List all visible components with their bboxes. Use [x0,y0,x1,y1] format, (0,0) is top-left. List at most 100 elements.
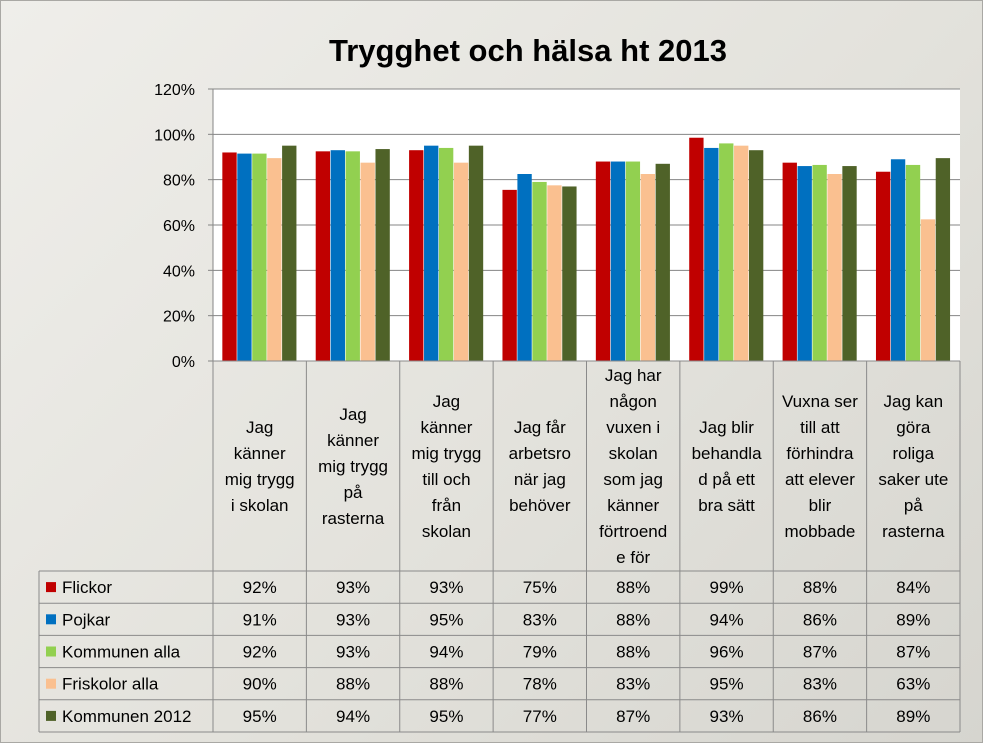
bar [222,152,237,361]
category-label-line: förhindra [786,444,854,463]
data-value: 79% [523,643,557,662]
category-label-line: e för [616,548,650,567]
data-value: 88% [616,643,650,662]
bar [424,145,439,361]
data-value: 96% [710,643,744,662]
data-value: 94% [336,707,370,726]
bar [409,150,424,361]
category-label-line: Jag får [514,418,566,437]
category-label-line: behandla [692,444,763,463]
category-label-line: till och [422,470,470,489]
category-label-line: Jag har [605,366,662,385]
data-value: 95% [243,707,277,726]
data-value: 86% [803,610,837,629]
category-label-line: mig trygg [411,444,481,463]
category-label-line: Jag blir [699,418,754,437]
data-value: 83% [523,610,557,629]
bar [468,145,484,361]
data-value: 88% [616,610,650,629]
category-label: Jag blir behandla d på ett bra sätt [692,418,763,515]
bar [330,150,345,361]
data-value: 95% [429,610,463,629]
legend-label: Flickor [62,578,112,597]
y-tick-label: 120% [154,82,195,99]
category-label-line: blir [809,496,832,515]
data-value: 88% [336,675,370,694]
legend-label: Kommunen 2012 [62,707,191,726]
category-label-line: som jag [603,470,663,489]
legend-key [46,646,56,657]
data-value: 95% [429,707,463,726]
bar [502,189,517,361]
bar [890,159,906,361]
category-label-line: d på ett [698,470,755,489]
category-label: Jag känner mig trygg på rasterna [318,405,388,528]
bar [360,162,375,361]
data-value: 84% [896,578,930,597]
bar [237,153,252,361]
data-value: 89% [896,707,930,726]
y-tick-label: 80% [163,173,195,190]
legend-label: Pojkar [62,610,111,629]
data-value: 78% [523,675,557,694]
data-value: 88% [616,578,650,597]
y-tick-label: 20% [163,309,195,326]
bar [797,166,812,361]
category-label-line: roliga [893,444,935,463]
bar [734,145,749,361]
category-label: Jag känner mig trygg till och från skolan [411,392,481,541]
category-label-line: rasterna [882,522,945,541]
category-label-line: från [432,496,461,515]
bar [562,186,577,361]
data-value: 83% [616,675,650,694]
data-value: 93% [710,707,744,726]
bar [532,181,547,361]
data-value: 92% [243,578,277,597]
chart-title: Trygghet och hälsa ht 2013 [329,33,727,68]
data-value: 63% [896,675,930,694]
bar [842,166,857,361]
data-value: 99% [710,578,744,597]
category-label-line: på [344,483,363,502]
category-label: Jag kan göra roliga saker ute på rasterna [878,392,948,541]
data-value: 93% [336,643,370,662]
category-label-line: Jag kan [884,392,944,411]
category-label-line: behöver [509,496,571,515]
legend-key [46,614,56,625]
data-value: 93% [429,578,463,597]
legend-label: Friskolor alla [62,675,159,694]
category-label-line: på [904,496,923,515]
legend-key [46,678,56,689]
category-label: Vuxna ser till att förhindra att elever blir… [782,392,858,541]
bar [252,153,267,361]
data-value: 87% [896,643,930,662]
data-value: 94% [429,643,463,662]
bar [827,174,842,361]
bar [595,161,611,361]
data-value: 90% [243,675,277,694]
bar [704,147,719,361]
bar [375,149,390,361]
bar [267,158,282,361]
category-label-line: känner [234,444,286,463]
bar [920,219,936,361]
bar [517,174,532,361]
category-label-line: bra sätt [698,496,755,515]
category-label: Jag får arbetsro när jag behöver [509,418,571,515]
bar [453,162,469,361]
category-label-line: vuxen i [606,418,660,437]
y-tick-label: 60% [163,218,195,235]
bar [282,145,297,361]
data-value: 92% [243,643,277,662]
bar [315,151,331,361]
category-label-line: någon [610,392,657,411]
category-label-line: Jag [433,392,460,411]
data-value: 86% [803,707,837,726]
data-value: 75% [523,578,557,597]
data-value: 91% [243,610,277,629]
category-label-line: saker ute [878,470,948,489]
category-label-line: skolan [422,522,471,541]
category-label-line: Vuxna ser [782,392,858,411]
